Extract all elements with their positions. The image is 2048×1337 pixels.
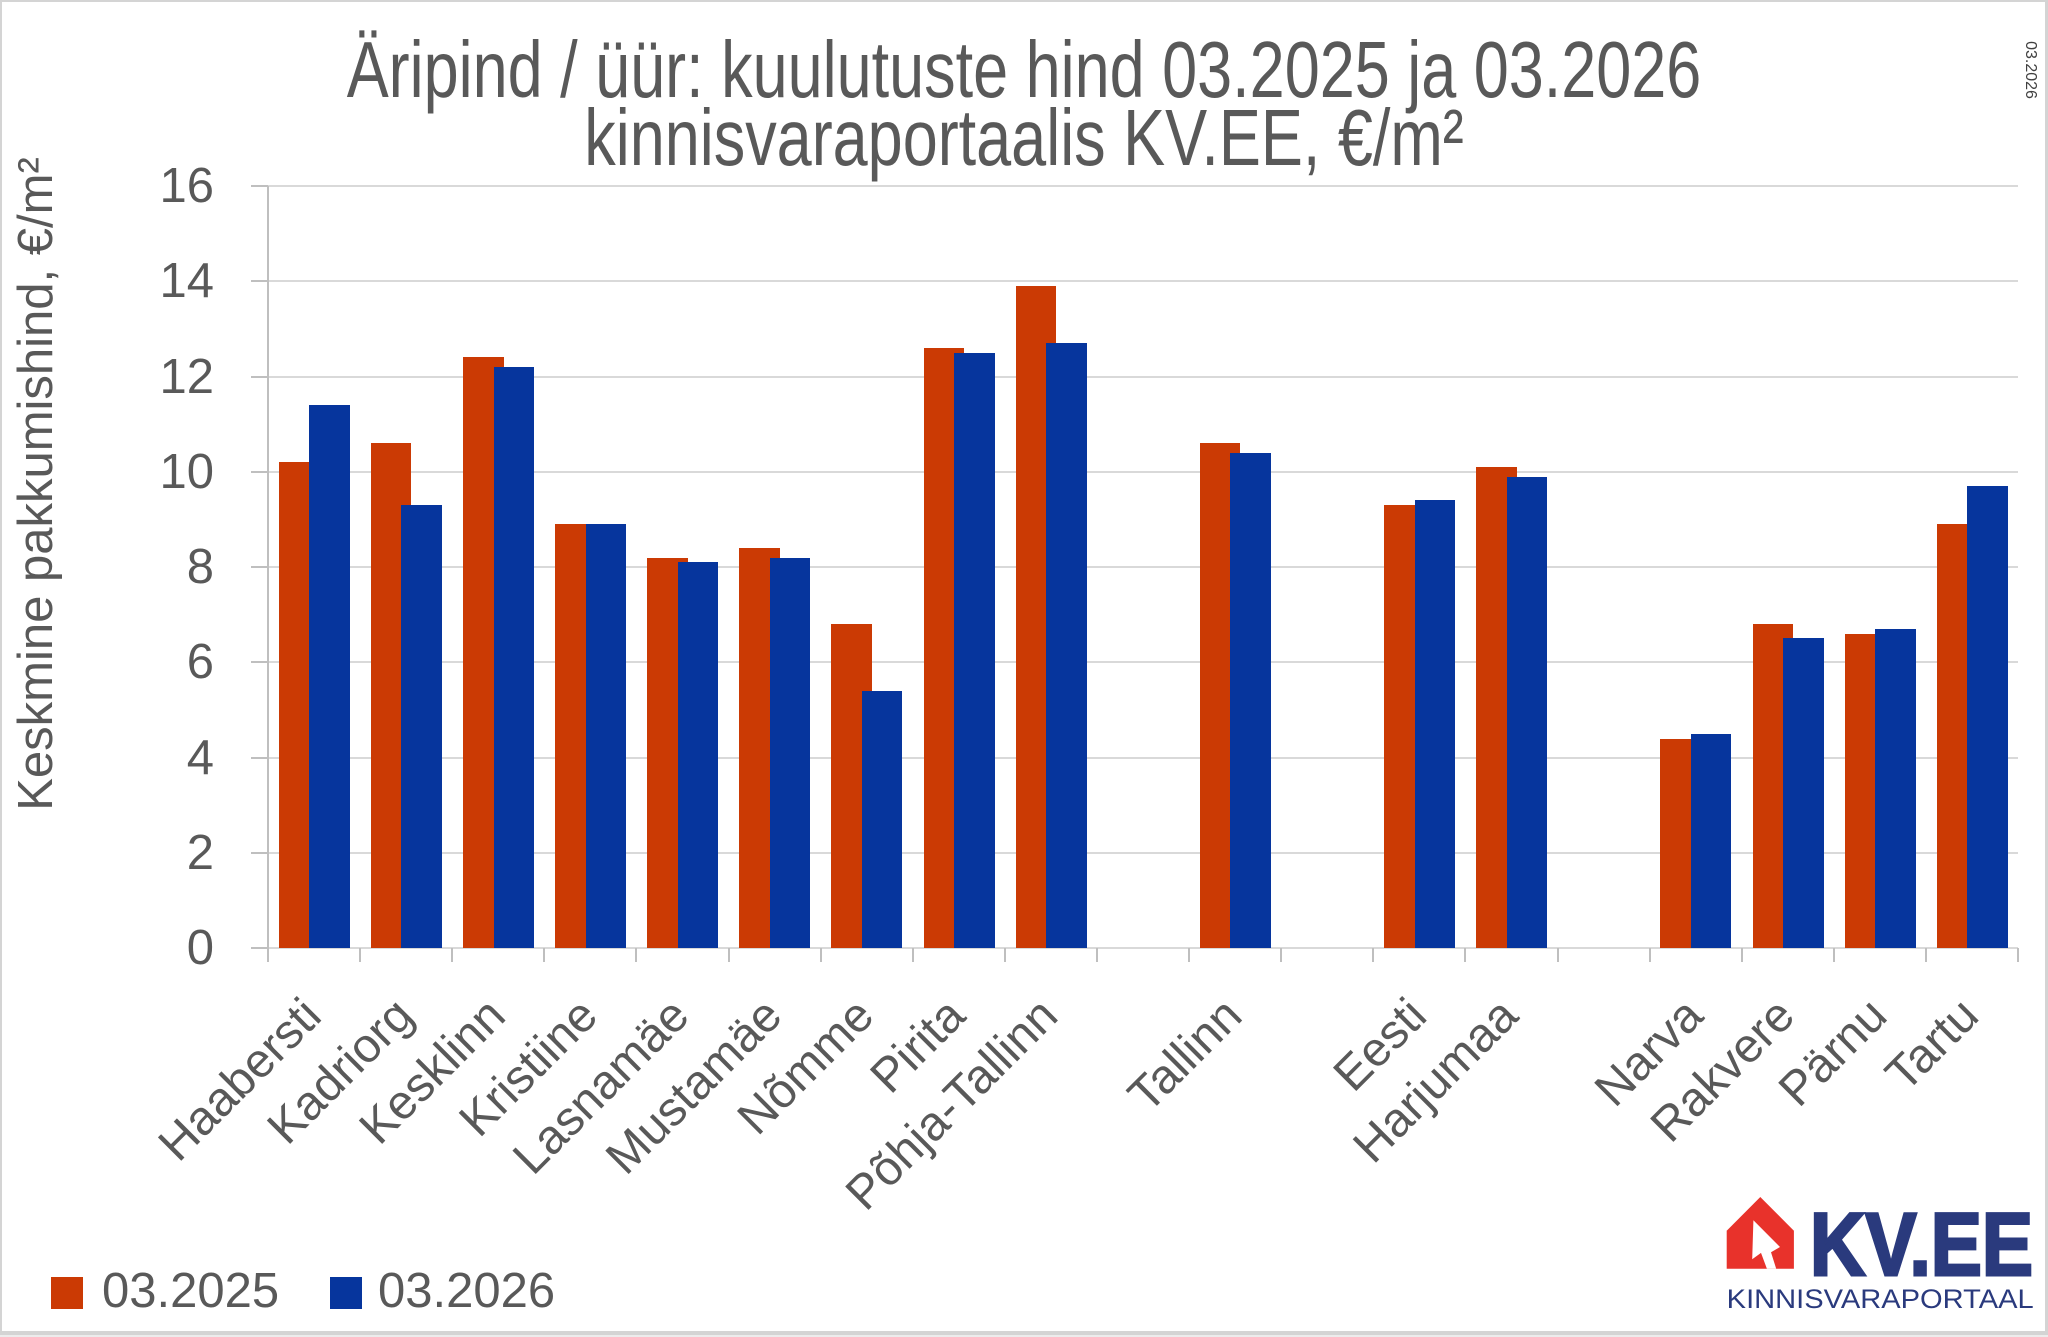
svg-text:KINNISVARAPORTAAL: KINNISVARAPORTAAL — [1727, 1284, 2034, 1312]
svg-text:KV.EE: KV.EE — [1810, 1197, 2033, 1294]
